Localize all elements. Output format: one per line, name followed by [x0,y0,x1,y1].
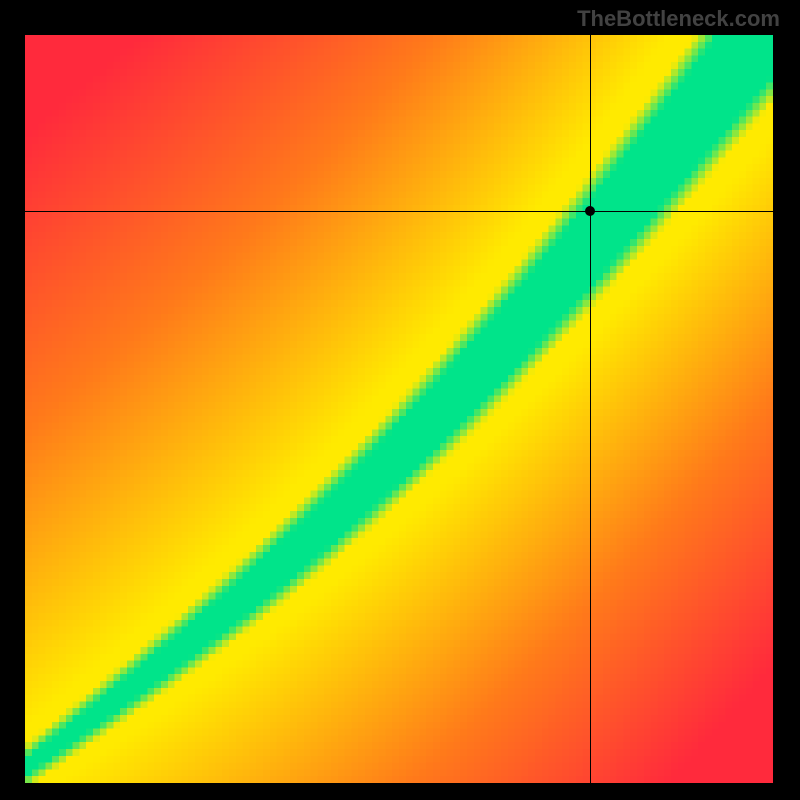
crosshair-vertical [590,35,591,783]
crosshair-horizontal [25,211,773,212]
heatmap-canvas [25,35,773,783]
plot-area [25,35,773,783]
crosshair-marker [585,206,595,216]
watermark-text: TheBottleneck.com [577,6,780,32]
chart-container: TheBottleneck.com [0,0,800,800]
